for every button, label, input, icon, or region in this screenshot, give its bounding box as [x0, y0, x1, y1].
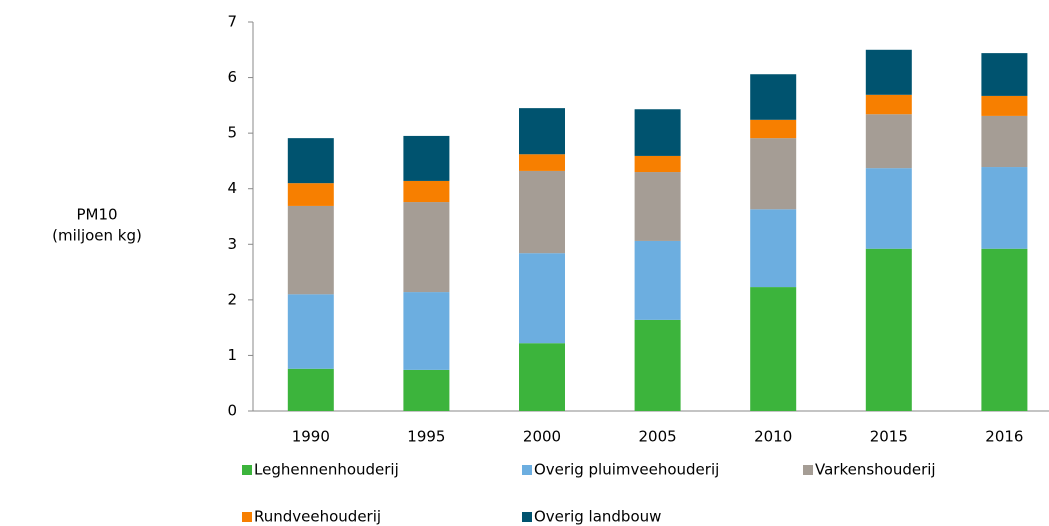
bar-segment: [403, 369, 450, 411]
bar-segment: [287, 294, 334, 369]
x-tick-label: 2016: [985, 428, 1023, 446]
y-tick-label: 7: [227, 13, 237, 31]
x-tick-label: 2015: [870, 428, 908, 446]
bar-segment: [634, 109, 681, 156]
bar-segment: [287, 183, 334, 206]
y-tick-label: 1: [227, 346, 237, 364]
legend-swatch: [803, 465, 813, 475]
bar-segment: [981, 167, 1028, 249]
bar-segment: [519, 154, 565, 171]
bar-segment: [750, 74, 797, 120]
bar-segment: [865, 49, 912, 95]
bar-segment: [403, 292, 450, 370]
y-tick-label: 3: [227, 235, 237, 253]
bar-segment: [981, 95, 1028, 116]
bar-segment: [519, 108, 565, 155]
y-axis-label: PM10: [76, 206, 117, 224]
bar-segment: [981, 115, 1028, 168]
bar-segment: [287, 205, 334, 295]
bar-segment: [634, 240, 681, 320]
y-tick-label: 2: [227, 290, 237, 308]
bar-segment: [634, 172, 681, 241]
y-tick-label: 4: [227, 179, 237, 197]
legend-swatch: [522, 465, 532, 475]
bar-segment: [981, 53, 1028, 96]
x-tick-label: 2005: [639, 428, 677, 446]
legend-swatch: [242, 512, 252, 522]
bar-segment: [981, 248, 1028, 411]
bar-segment: [865, 114, 912, 169]
x-tick-label: 2010: [754, 428, 792, 446]
bar-segment: [519, 170, 565, 254]
bar-segment: [634, 319, 681, 411]
bar-segment: [750, 119, 797, 139]
bar-segment: [865, 168, 912, 249]
legend-label: Overig landbouw: [534, 508, 661, 526]
bar-segment: [403, 180, 450, 203]
y-tick-label: 6: [227, 68, 237, 86]
bar-segment: [519, 343, 565, 411]
bar-segment: [634, 155, 681, 173]
y-tick-label: 0: [227, 402, 237, 420]
bar-segment: [519, 253, 565, 344]
y-axis-label: (miljoen kg): [52, 227, 142, 245]
x-tick-label: 1995: [407, 428, 445, 446]
y-tick-label: 5: [227, 124, 237, 142]
bar-segment: [865, 94, 912, 115]
x-tick-label: 1990: [292, 428, 330, 446]
bar-segment: [287, 138, 334, 184]
legend-label: Rundveehouderij: [254, 508, 381, 526]
bar-segment: [403, 202, 450, 293]
legend-label: Varkenshouderij: [815, 461, 936, 479]
bar-segment: [750, 138, 797, 210]
x-tick-label: 2000: [523, 428, 561, 446]
legend-label: Leghennenhouderij: [254, 461, 399, 479]
bar-segment: [865, 248, 912, 411]
bar-segment: [403, 135, 450, 181]
legend-swatch: [522, 512, 532, 522]
bar-segment: [750, 209, 797, 288]
bar-segment: [287, 368, 334, 411]
legend-label: Overig pluimveehouderij: [534, 461, 719, 479]
bar-segment: [750, 287, 797, 411]
legend-swatch: [242, 465, 252, 475]
